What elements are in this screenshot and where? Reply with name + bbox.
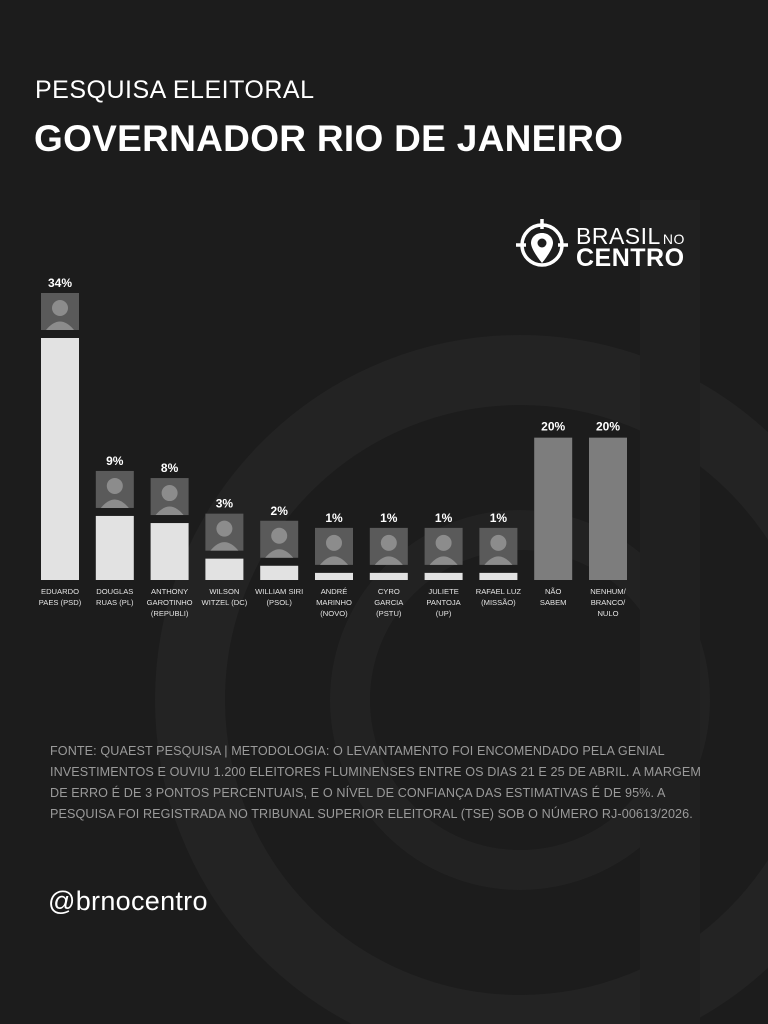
category-label: JULIETE (428, 587, 458, 596)
candidate-photo (41, 293, 79, 330)
category-label: WILSON (209, 587, 239, 596)
brand-logo: BRASIL NO CENTRO (514, 218, 704, 278)
bar (315, 572, 353, 580)
category-label: PANTOJA (426, 598, 461, 607)
category-label: WILLIAM SIRI (255, 587, 303, 596)
category-label: (NOVO) (320, 609, 348, 618)
category-label: WITZEL (DC) (202, 598, 248, 607)
bar-value-label: 2% (271, 504, 289, 518)
category-label: EDUARDO (41, 587, 79, 596)
kicker-title: PESQUISA ELEITORAL (35, 76, 315, 104)
candidate-photo (150, 478, 189, 516)
category-label: NÃO (545, 587, 562, 596)
bar (205, 558, 244, 580)
category-label: NULO (597, 609, 618, 618)
bar-value-label: 1% (435, 511, 453, 525)
category-label: PAES (PSD) (39, 598, 82, 607)
bar-chart: 34% EDUARDO PAES (PSD) 9% DOUGLAS RUAS (PL) 8%… (39, 276, 627, 618)
bar-value-label: 3% (216, 497, 234, 511)
candidate-photo (479, 527, 518, 565)
category-label: (PSOL) (267, 598, 293, 607)
bar (534, 437, 573, 580)
category-label: (REPUBLI) (151, 609, 189, 618)
bar-value-label: 1% (325, 511, 343, 525)
logo-wordmark-top: BRASIL NO (576, 223, 685, 249)
category-label: RUAS (PL) (96, 598, 134, 607)
bar-value-label: 9% (106, 454, 124, 468)
category-label: SABEM (540, 598, 567, 607)
category-label: GARCIA (374, 598, 404, 607)
candidate-photo (260, 520, 299, 558)
social-handle: @brnocentro (48, 886, 208, 916)
logo-wordmark-bottom: CENTRO (576, 244, 685, 272)
category-label: BRANCO/ (591, 598, 626, 607)
source-note: FONTE: QUAEST PESQUISA | METODOLOGIA: O … (50, 744, 702, 821)
bar-value-label: 20% (541, 420, 565, 434)
category-label: ANTHONY (151, 587, 188, 596)
category-label: (MISSÃO) (481, 598, 516, 607)
bar-value-label: 20% (596, 420, 620, 434)
category-label: ANDRÉ (321, 587, 348, 596)
category-label: RAFAEL LUZ (476, 587, 522, 596)
bar (41, 338, 79, 580)
category-label: (UP) (436, 609, 452, 618)
bar-value-label: 34% (48, 276, 72, 290)
category-label: CYRO (378, 587, 400, 596)
candidate-photo (95, 470, 134, 508)
bar-value-label: 1% (380, 511, 398, 525)
category-label: (PSTU) (376, 609, 402, 618)
bar-value-label: 1% (490, 511, 508, 525)
category-label: DOUGLAS (96, 587, 133, 596)
candidate-photo (315, 527, 353, 565)
bar (260, 565, 299, 580)
candidate-photo (369, 527, 408, 565)
bar (589, 437, 627, 580)
bar-value-label: 8% (161, 461, 179, 475)
bar (369, 572, 408, 580)
category-label: MARINHO (316, 598, 352, 607)
candidate-photo (205, 513, 244, 551)
bar (150, 523, 189, 580)
page-title: GOVERNADOR RIO DE JANEIRO (34, 118, 624, 159)
crosshair-pin-icon (516, 219, 568, 267)
bar (479, 572, 518, 580)
category-label: GAROTINHO (147, 598, 193, 607)
category-label: NENHUM/ (590, 587, 626, 596)
candidate-photo (424, 527, 463, 565)
bar (424, 572, 463, 580)
bar (95, 515, 134, 580)
